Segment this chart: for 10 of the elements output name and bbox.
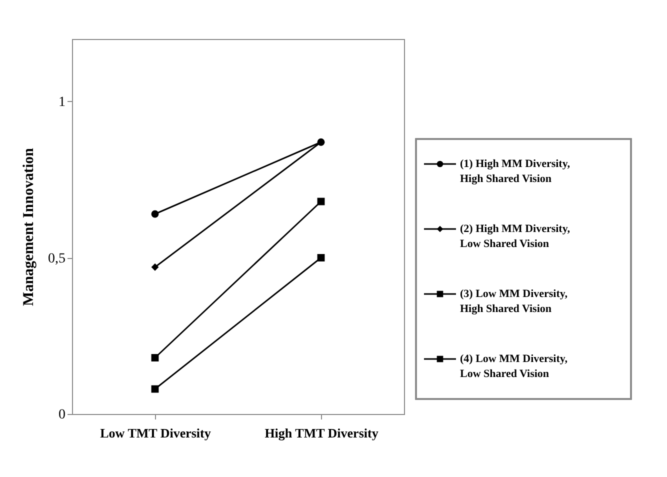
legend-label: (4) Low MM Diversity, Low Shared Vision — [460, 353, 568, 380]
y-tick-label: 0,5 — [48, 251, 66, 266]
legend-label: (3) Low MM Diversity, High Shared Vision — [460, 288, 568, 315]
y-tick-label: 0 — [58, 408, 66, 422]
x-tick-label: High TMT Diversity — [264, 426, 379, 440]
x-tick-label: Low TMT Diversity — [100, 426, 212, 440]
legend-label: (2) High MM Diversity, Low Shared Vision — [460, 223, 570, 250]
y-tick-label: 1 — [58, 95, 66, 110]
legend-label: (1) High MM Diversity, High Shared Vision — [460, 158, 570, 185]
y-axis-title: Management Innovation — [21, 147, 37, 306]
